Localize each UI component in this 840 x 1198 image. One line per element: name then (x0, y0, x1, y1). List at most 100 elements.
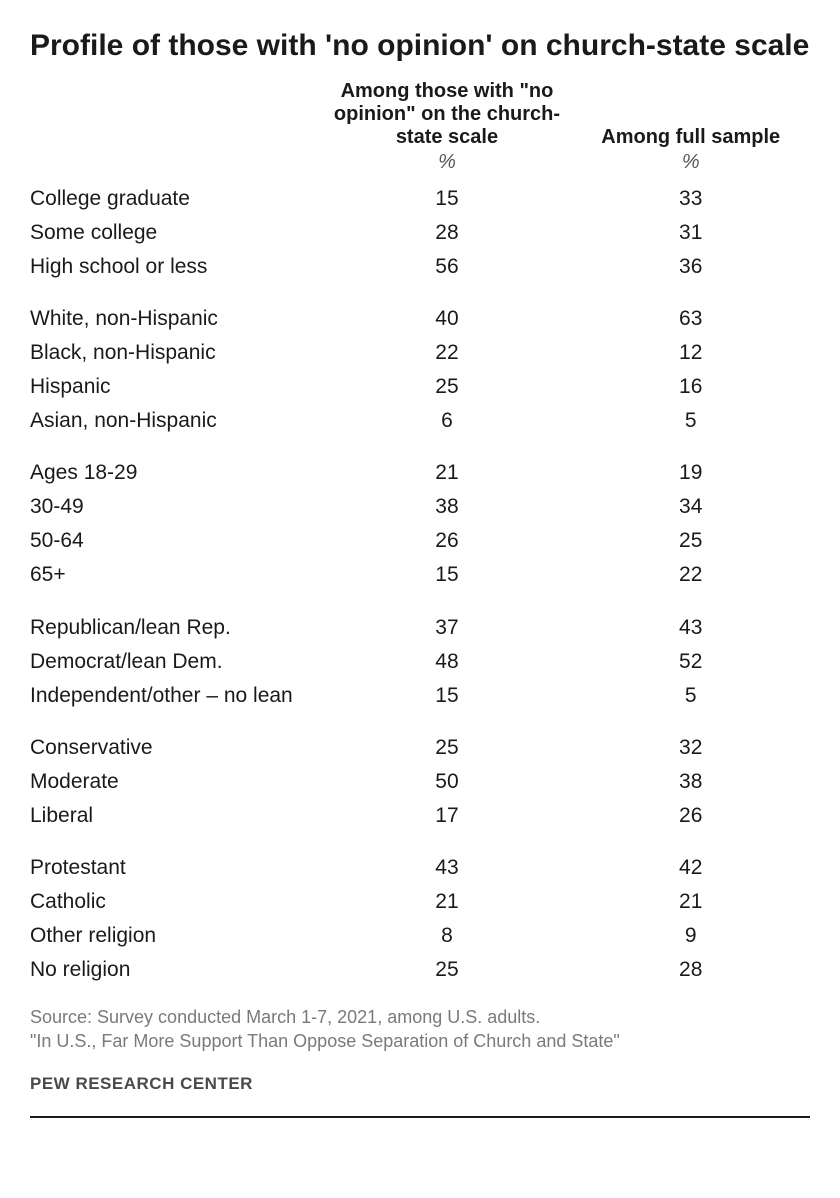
row-label: High school or less (30, 250, 323, 284)
row-value-1: 25 (323, 370, 572, 404)
row-label: Black, non-Hispanic (30, 336, 323, 370)
row-value-2: 25 (571, 524, 810, 558)
row-value-2: 33 (571, 182, 810, 216)
header-col-1: Among those with "no opinion" on the chu… (323, 74, 572, 151)
row-value-2: 52 (571, 645, 810, 679)
row-value-2: 34 (571, 490, 810, 524)
unit-row: % % (30, 151, 810, 182)
row-value-1: 40 (323, 302, 572, 336)
group-spacer (30, 438, 810, 456)
row-value-1: 56 (323, 250, 572, 284)
table-row: College graduate1533 (30, 182, 810, 216)
row-label: Republican/lean Rep. (30, 611, 323, 645)
table-row: Other religion89 (30, 919, 810, 953)
row-value-1: 8 (323, 919, 572, 953)
row-value-2: 36 (571, 250, 810, 284)
row-value-1: 37 (323, 611, 572, 645)
row-value-1: 26 (323, 524, 572, 558)
footnote-source: Source: Survey conducted March 1-7, 2021… (30, 1005, 810, 1029)
row-value-1: 43 (323, 851, 572, 885)
row-value-1: 50 (323, 765, 572, 799)
report-table: Profile of those with 'no opinion' on ch… (0, 0, 840, 1146)
row-value-2: 5 (571, 404, 810, 438)
table-row: Catholic2121 (30, 885, 810, 919)
row-value-2: 32 (571, 731, 810, 765)
row-value-2: 5 (571, 679, 810, 713)
row-label: White, non-Hispanic (30, 302, 323, 336)
row-value-1: 21 (323, 885, 572, 919)
row-label: Asian, non-Hispanic (30, 404, 323, 438)
row-label: Ages 18-29 (30, 456, 323, 490)
row-value-2: 63 (571, 302, 810, 336)
footnotes: Source: Survey conducted March 1-7, 2021… (30, 1005, 810, 1054)
row-label: Hispanic (30, 370, 323, 404)
row-value-2: 12 (571, 336, 810, 370)
group-spacer (30, 713, 810, 731)
row-value-2: 19 (571, 456, 810, 490)
row-label: Democrat/lean Dem. (30, 645, 323, 679)
bottom-divider (30, 1116, 810, 1118)
row-label: Some college (30, 216, 323, 250)
row-label: No religion (30, 953, 323, 987)
table-row: Independent/other – no lean155 (30, 679, 810, 713)
table-row: Moderate5038 (30, 765, 810, 799)
row-label: Moderate (30, 765, 323, 799)
attribution: PEW RESEARCH CENTER (30, 1074, 810, 1094)
row-value-2: 43 (571, 611, 810, 645)
row-label: Conservative (30, 731, 323, 765)
table-row: Ages 18-292119 (30, 456, 810, 490)
row-value-2: 28 (571, 953, 810, 987)
table-row: 65+1522 (30, 558, 810, 592)
table-row: 30-493834 (30, 490, 810, 524)
row-value-1: 15 (323, 182, 572, 216)
row-value-1: 22 (323, 336, 572, 370)
table-row: Republican/lean Rep.3743 (30, 611, 810, 645)
table-title: Profile of those with 'no opinion' on ch… (30, 28, 810, 64)
row-value-2: 22 (571, 558, 810, 592)
table-row: Conservative2532 (30, 731, 810, 765)
data-table: Among those with "no opinion" on the chu… (30, 74, 810, 987)
row-value-2: 16 (571, 370, 810, 404)
table-row: High school or less5636 (30, 250, 810, 284)
row-label: Protestant (30, 851, 323, 885)
row-label: 65+ (30, 558, 323, 592)
row-value-2: 31 (571, 216, 810, 250)
row-label: 50-64 (30, 524, 323, 558)
row-label: Independent/other – no lean (30, 679, 323, 713)
header-row: Among those with "no opinion" on the chu… (30, 74, 810, 151)
row-value-1: 38 (323, 490, 572, 524)
group-spacer (30, 284, 810, 302)
table-row: Democrat/lean Dem.4852 (30, 645, 810, 679)
table-row: Liberal1726 (30, 799, 810, 833)
row-label: Liberal (30, 799, 323, 833)
table-row: No religion2528 (30, 953, 810, 987)
row-value-1: 15 (323, 558, 572, 592)
table-row: Hispanic2516 (30, 370, 810, 404)
table-row: White, non-Hispanic4063 (30, 302, 810, 336)
row-value-1: 21 (323, 456, 572, 490)
row-label: College graduate (30, 182, 323, 216)
row-label: 30-49 (30, 490, 323, 524)
table-row: 50-642625 (30, 524, 810, 558)
row-value-1: 25 (323, 731, 572, 765)
row-value-1: 15 (323, 679, 572, 713)
header-col-2: Among full sample (571, 74, 810, 151)
footnote-report: "In U.S., Far More Support Than Oppose S… (30, 1029, 810, 1053)
row-label: Other religion (30, 919, 323, 953)
group-spacer (30, 833, 810, 851)
header-blank (30, 74, 323, 151)
row-value-1: 17 (323, 799, 572, 833)
table-row: Black, non-Hispanic2212 (30, 336, 810, 370)
row-value-2: 21 (571, 885, 810, 919)
row-value-2: 42 (571, 851, 810, 885)
unit-2: % (571, 151, 810, 182)
row-value-1: 6 (323, 404, 572, 438)
table-row: Some college2831 (30, 216, 810, 250)
row-value-2: 38 (571, 765, 810, 799)
row-value-2: 9 (571, 919, 810, 953)
group-spacer (30, 593, 810, 611)
row-value-2: 26 (571, 799, 810, 833)
unit-1: % (323, 151, 572, 182)
row-value-1: 48 (323, 645, 572, 679)
table-row: Protestant4342 (30, 851, 810, 885)
